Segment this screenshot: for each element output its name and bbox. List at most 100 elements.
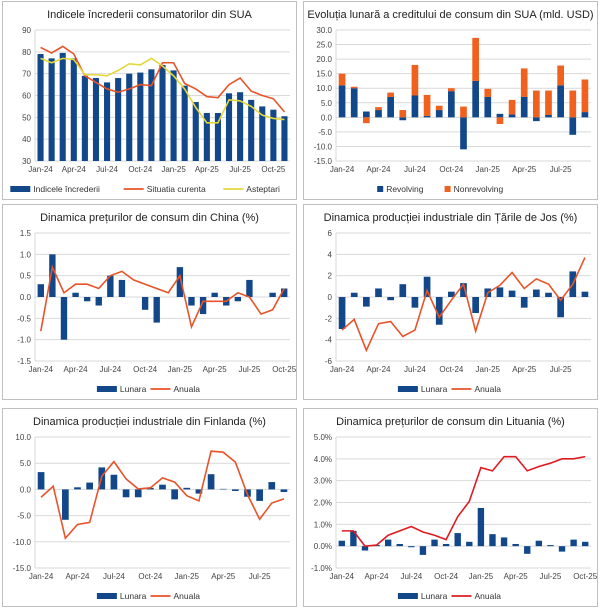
y-tick-label: -15.0	[314, 157, 333, 166]
bar-lunara	[582, 541, 589, 547]
bar-indicele-încrederii	[48, 58, 55, 162]
bar-indicele-încrederii	[37, 54, 44, 162]
chart-title: Dinamica prețurilor de consum din Lituan…	[336, 416, 565, 428]
y-tick-label: 4	[328, 250, 333, 259]
bar-revolving	[496, 113, 504, 118]
x-tick-label: Jan-25	[175, 572, 200, 581]
y-tick-label: 0.5	[20, 272, 32, 281]
bar-lunara	[466, 541, 473, 547]
y-tick-label: -6	[325, 357, 333, 366]
bar-lunara	[171, 489, 178, 500]
bar-lunara	[338, 540, 345, 547]
bar-indicele-încrederii	[70, 58, 77, 162]
bar-lunara	[37, 284, 44, 297]
line-asteptari	[40, 57, 285, 124]
bar-lunara	[118, 279, 126, 297]
y-tick-label: 30	[22, 157, 31, 166]
x-tick-label: Apr-24	[366, 165, 391, 174]
x-tick-label: Oct-25	[261, 165, 286, 174]
bar-nonrevolving	[338, 73, 346, 86]
bar-revolving	[508, 114, 516, 118]
y-tick-label: 5.0%	[314, 433, 332, 442]
chart-title: Dinamica producției industriale din Țări…	[323, 212, 578, 224]
y-tick-label: -10.0	[314, 142, 333, 151]
y-tick-label: -2	[325, 314, 333, 323]
y-tick-label: 25.0	[316, 41, 332, 50]
bar-lunara	[107, 275, 114, 297]
bar-lunara	[281, 288, 288, 297]
bar-nonrevolving	[387, 92, 394, 97]
chart-title: Evoluția lunară a creditului de consum d…	[307, 9, 594, 21]
y-tick-label: 90	[22, 26, 31, 35]
bar-lunara	[581, 291, 589, 297]
bar-nonrevolving	[581, 79, 589, 113]
x-tick-label: Jul-24	[400, 572, 422, 581]
y-tick-label: -1.0%	[311, 564, 332, 573]
bar-nonrevolving	[411, 64, 419, 96]
y-tick-label: 20.0	[316, 55, 332, 64]
bar-indicele-încrederii	[148, 69, 155, 161]
bar-lunara	[472, 297, 479, 313]
bar-lunara	[246, 279, 253, 297]
bar-lunara	[72, 292, 79, 297]
y-tick-label: -5.0	[318, 128, 332, 137]
bar-lunara	[60, 297, 68, 340]
bar-indicele-încrederii	[137, 72, 144, 161]
bar-indicele-încrederii	[259, 106, 266, 161]
chart-svg: -15.0 -10.0 -5.0 0.0 5.0 10.0 Jan-24 Apr-24 Jul-…	[13, 433, 290, 601]
legend-swatch	[397, 593, 418, 599]
bar-lunara	[37, 472, 45, 490]
bar-indicele-încrederii	[248, 99, 255, 161]
bar-indicele-încrederii	[159, 64, 166, 161]
legend-swatch	[96, 386, 117, 392]
chart-panel-finland-industry: Dinamica producției industriale din Finl…	[2, 408, 297, 607]
bar-revolving	[448, 91, 455, 118]
bar-nonrevolving	[533, 90, 540, 118]
y-tick-label: 5.0	[20, 459, 32, 468]
legend-label: Anuala	[475, 384, 502, 394]
bar-revolving	[581, 112, 589, 118]
y-tick-label: -10.0	[13, 538, 32, 547]
x-tick-label: Apr-25	[211, 572, 236, 581]
bar-lunara	[408, 546, 415, 548]
chart-panel-us-consumer-confidence: Indicele încrederii consumatorilor din S…	[2, 1, 297, 200]
bar-lunara	[269, 292, 276, 297]
bar-lunara	[95, 297, 102, 306]
bar-lunara	[188, 297, 195, 306]
legend-label: Anuala	[475, 591, 502, 601]
x-tick-label: Apr-25	[195, 165, 220, 174]
bar-lunara	[83, 297, 91, 302]
y-tick-label: 4.0%	[314, 455, 332, 464]
chart-title: Dinamica producției industriale din Finl…	[33, 416, 266, 428]
x-tick-label: Apr-24	[365, 572, 390, 581]
bar-nonrevolving	[435, 105, 443, 111]
bar-lunara	[396, 543, 403, 547]
bar-lunara	[399, 284, 407, 297]
bar-revolving	[520, 96, 528, 118]
y-tick-label: -15.0	[13, 564, 32, 573]
y-tick-label: 2	[328, 272, 333, 281]
bar-lunara	[533, 289, 540, 297]
y-tick-label: 50	[22, 113, 31, 122]
bar-lunara	[256, 489, 263, 501]
bar-nonrevolving	[569, 90, 577, 118]
bar-lunara	[557, 297, 564, 318]
bar-lunara	[512, 543, 519, 547]
y-tick-label: 0.0%	[314, 542, 332, 551]
bar-revolving	[411, 95, 419, 118]
bar-nonrevolving	[423, 94, 431, 116]
bar-revolving	[484, 96, 492, 118]
bar-lunara	[350, 292, 358, 297]
legend-label: Indicele încrederii	[33, 184, 100, 194]
x-tick-label: Jan-24	[28, 165, 53, 174]
bar-indicele-încrederii	[270, 109, 277, 161]
line-anuala	[40, 264, 285, 332]
y-tick-label: 3.0%	[314, 477, 332, 486]
x-tick-label: Jul-25	[540, 572, 562, 581]
bar-lunara	[435, 297, 443, 325]
chart-title: Indicele încrederii consumatorilor din S…	[47, 9, 252, 21]
legend-swatch	[10, 186, 31, 192]
legend-swatch	[96, 593, 117, 599]
bar-lunara	[86, 482, 93, 490]
bar-indicele-încrederii	[59, 52, 66, 161]
